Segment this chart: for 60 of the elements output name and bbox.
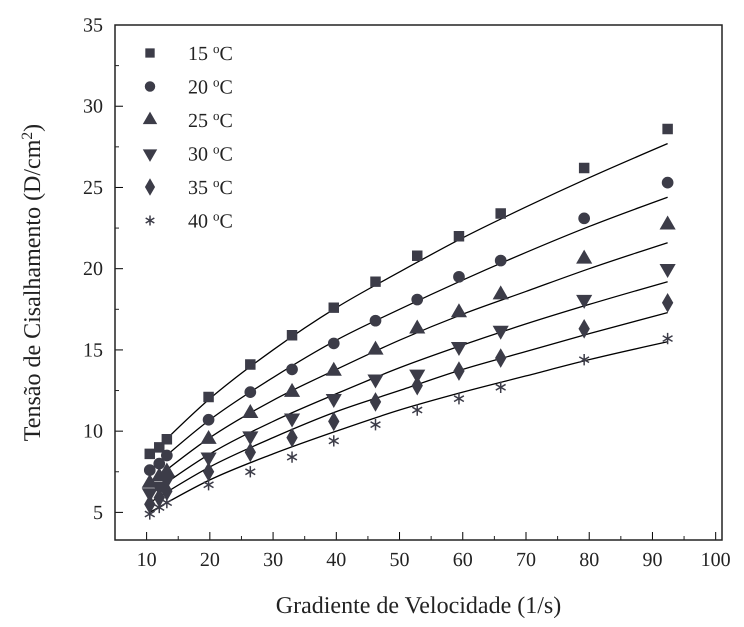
y-tick-label: 30 — [83, 96, 103, 118]
point — [495, 380, 506, 394]
point — [153, 458, 166, 470]
point — [203, 392, 214, 402]
point — [453, 270, 465, 283]
point — [162, 434, 172, 445]
y-tick-label: 15 — [83, 339, 103, 362]
point — [495, 208, 506, 219]
y-tick-label: 10 — [83, 420, 103, 443]
point — [370, 418, 382, 432]
x-tick-label: 50 — [390, 549, 410, 572]
x-tick-label: 90 — [642, 549, 662, 572]
point — [154, 442, 165, 453]
point — [286, 330, 298, 341]
point — [202, 414, 214, 426]
point — [370, 314, 382, 327]
x-tick-label: 100 — [700, 549, 731, 572]
x-tick-label: 60 — [452, 549, 473, 572]
point — [144, 464, 156, 476]
y-tick-label: 35 — [83, 14, 103, 36]
y-tick-label: 25 — [83, 176, 103, 199]
x-tick-label: 10 — [136, 549, 157, 572]
point — [370, 276, 381, 287]
point — [244, 386, 256, 398]
x-tick-label: 30 — [263, 549, 284, 572]
point — [662, 124, 673, 134]
legend-label: 25 $^{o}$C — [188, 108, 233, 132]
legend-label: 40 $^{o}$C — [188, 208, 233, 232]
legend-label: 30 $^{o}$C — [188, 141, 233, 166]
point — [453, 392, 465, 406]
point — [328, 434, 340, 448]
x-axis-title: Gradiente de Velocidade (1/s) — [276, 593, 562, 619]
y-tick-label: 20 — [83, 258, 103, 280]
point — [286, 450, 298, 464]
point — [328, 302, 340, 313]
point — [144, 448, 156, 460]
y-tick-label: 5 — [93, 502, 103, 524]
legend-label: 35 $^{o}$C — [188, 174, 233, 199]
point — [662, 176, 674, 188]
point — [245, 359, 256, 370]
point — [328, 338, 340, 350]
point — [411, 294, 424, 306]
legend-label: 20 $^{o}$C — [188, 74, 233, 98]
point — [454, 230, 464, 242]
point — [202, 478, 214, 492]
point — [160, 450, 173, 462]
point — [412, 250, 422, 261]
x-tick-label: 80 — [579, 549, 600, 572]
legend-label: 15 $^{o}$C — [188, 40, 233, 65]
point — [578, 162, 590, 174]
point — [578, 353, 590, 366]
x-tick-label: 40 — [326, 549, 346, 572]
point — [244, 465, 256, 478]
x-tick-label: 70 — [516, 549, 536, 572]
point — [578, 212, 590, 224]
point — [286, 364, 298, 376]
x-tick-label: 20 — [200, 549, 220, 572]
point — [412, 404, 423, 416]
point — [662, 332, 674, 345]
point — [494, 254, 507, 266]
